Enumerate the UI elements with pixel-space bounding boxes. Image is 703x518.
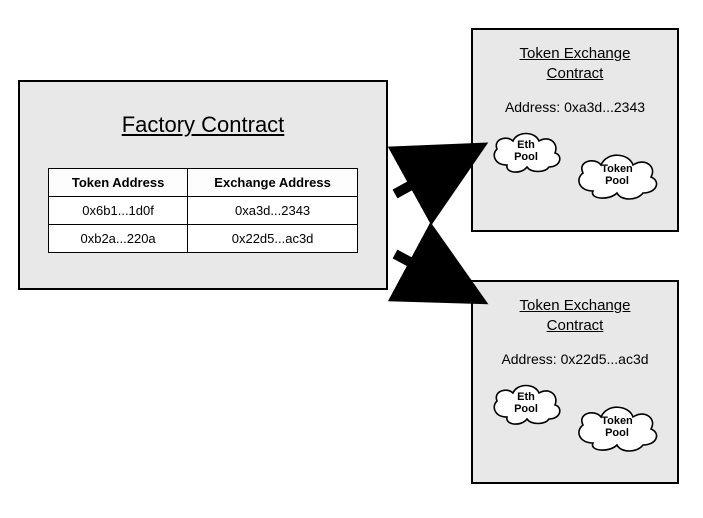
token-pool-label: TokenPool xyxy=(571,415,663,440)
cell-token-address: 0xb2a...220a xyxy=(49,225,188,253)
address-value: 0x22d5...ac3d xyxy=(561,351,649,367)
address-label: Address: xyxy=(501,351,560,367)
exchange-address: Address: 0x22d5...ac3d xyxy=(481,351,669,367)
exchange-contract-box-2: Token Exchange Contract Address: 0x22d5.… xyxy=(471,280,679,484)
table-row: 0x6b1...1d0f 0xa3d...2343 xyxy=(49,197,358,225)
exchange-title-line1: Token Exchange xyxy=(520,45,631,62)
table-header-row: Token Address Exchange Address xyxy=(49,169,358,197)
factory-contract-box: Factory Contract Token Address Exchange … xyxy=(18,80,388,290)
eth-pool-cloud: EthPool xyxy=(487,125,565,181)
table-row: 0xb2a...220a 0x22d5...ac3d xyxy=(49,225,358,253)
eth-pool-label: EthPool xyxy=(487,391,565,416)
exchange-title-line2: Contract xyxy=(547,65,604,82)
eth-pool-label: EthPool xyxy=(487,139,565,164)
eth-pool-cloud: EthPool xyxy=(487,377,565,433)
pool-clouds: EthPool TokenPool xyxy=(481,377,669,455)
cell-exchange-address: 0x22d5...ac3d xyxy=(188,225,358,253)
address-value: 0xa3d...2343 xyxy=(564,99,645,115)
exchange-contract-box-1: Token Exchange Contract Address: 0xa3d..… xyxy=(471,28,679,232)
token-pool-label: TokenPool xyxy=(571,163,663,188)
cell-exchange-address: 0xa3d...2343 xyxy=(188,197,358,225)
cell-token-address: 0x6b1...1d0f xyxy=(49,197,188,225)
factory-table: Token Address Exchange Address 0x6b1...1… xyxy=(48,168,358,253)
exchange-title-line1: Token Exchange xyxy=(520,297,631,314)
token-pool-cloud: TokenPool xyxy=(571,147,663,207)
address-label: Address: xyxy=(505,99,564,115)
exchange-title: Token Exchange Contract xyxy=(481,296,669,337)
col-token-address: Token Address xyxy=(49,169,188,197)
factory-title: Factory Contract xyxy=(48,112,358,138)
col-exchange-address: Exchange Address xyxy=(188,169,358,197)
token-pool-cloud: TokenPool xyxy=(571,399,663,459)
exchange-address: Address: 0xa3d...2343 xyxy=(481,99,669,115)
pool-clouds: EthPool TokenPool xyxy=(481,125,669,203)
exchange-title-line2: Contract xyxy=(547,317,604,334)
exchange-title: Token Exchange Contract xyxy=(481,44,669,85)
